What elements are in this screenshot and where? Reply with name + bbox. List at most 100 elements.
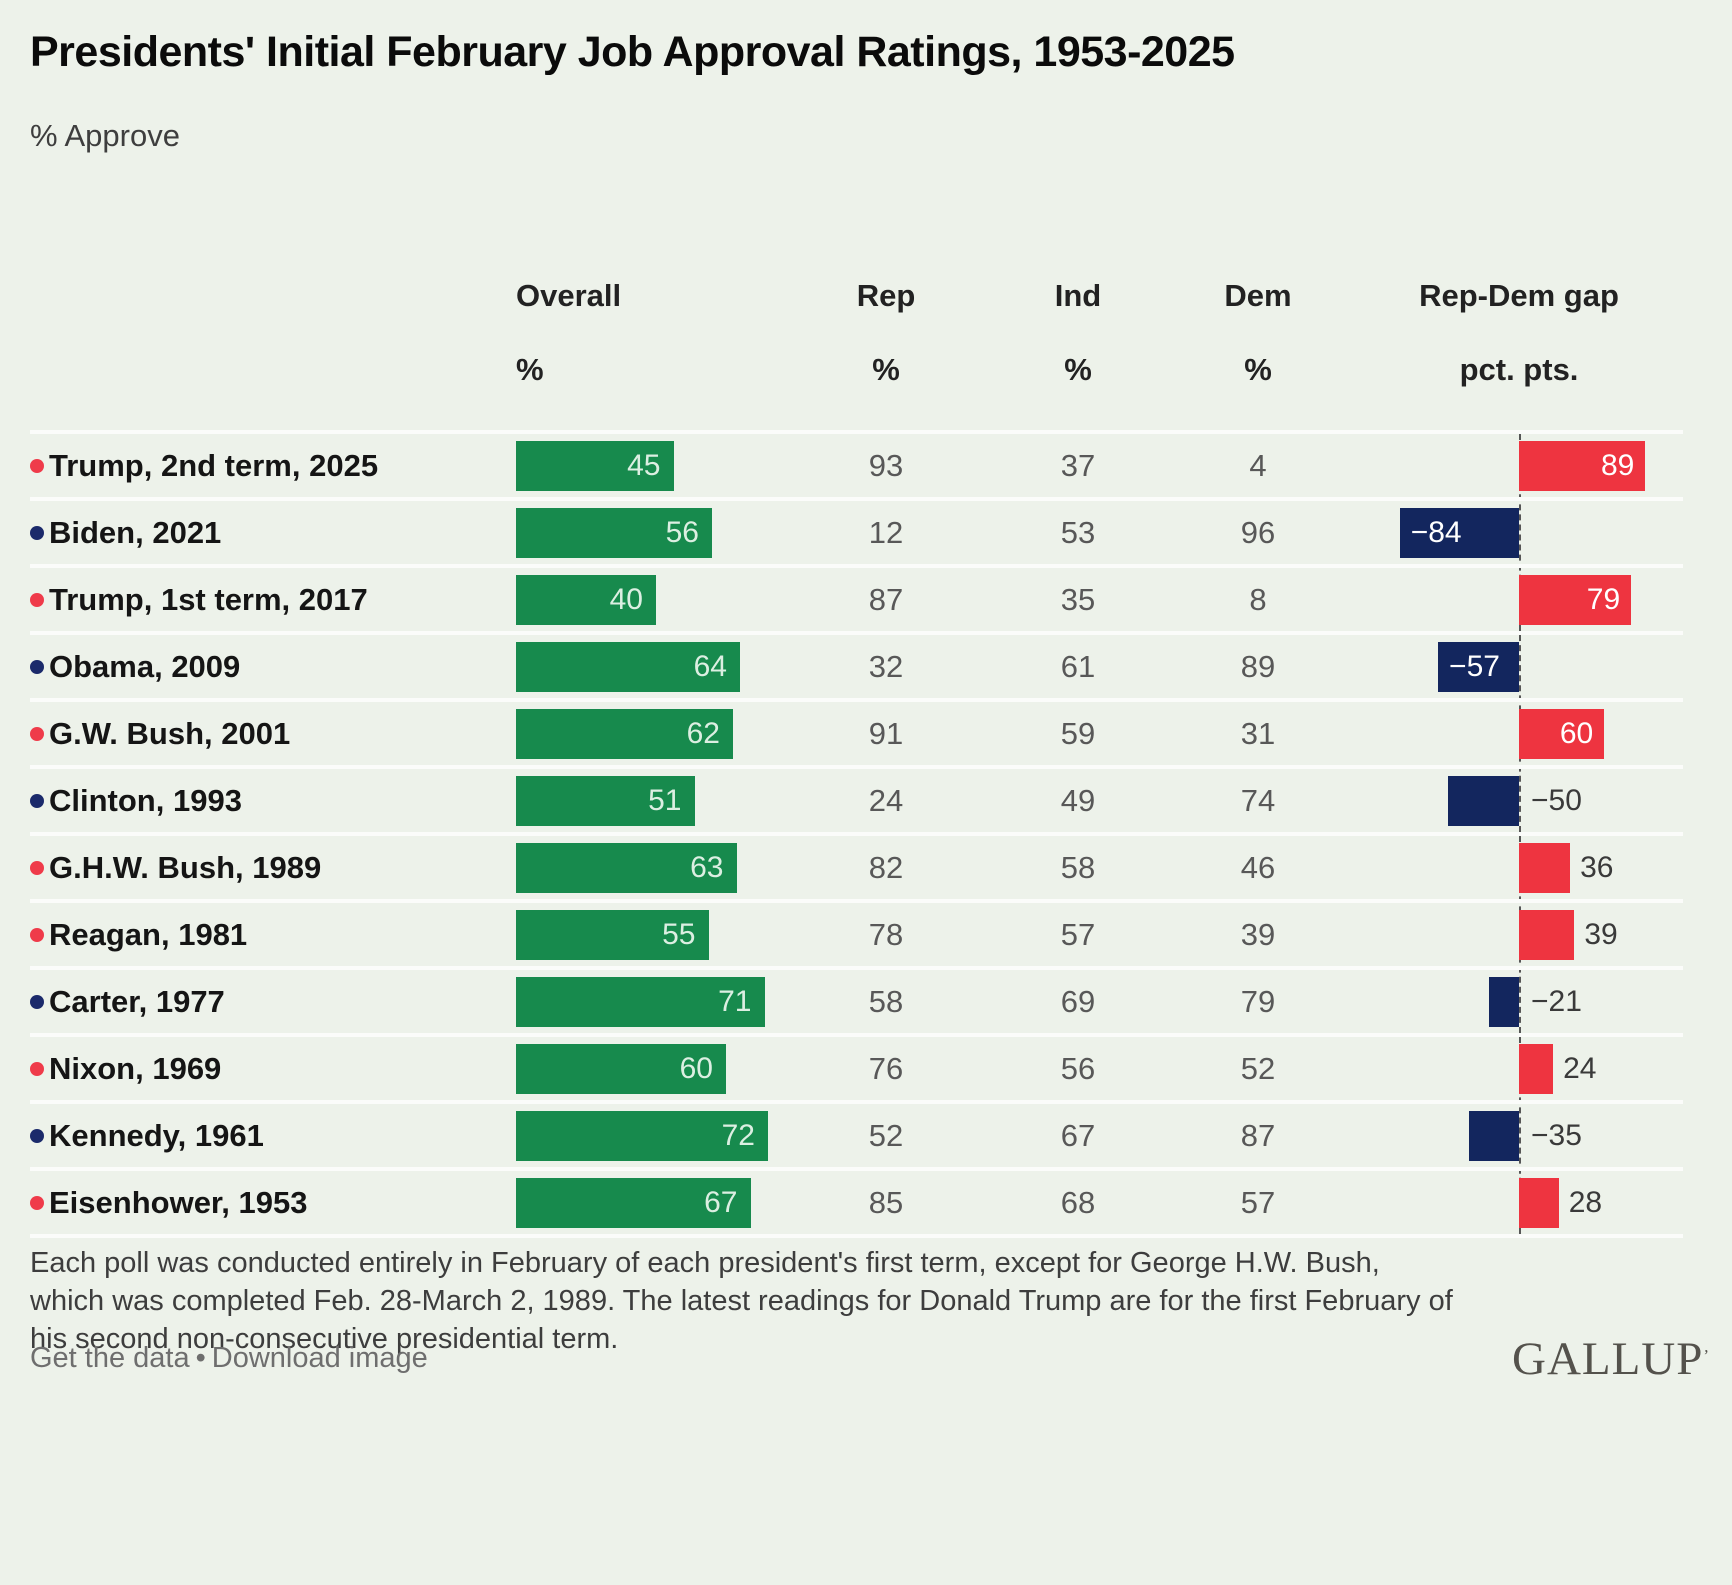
gap-value-outside: −50 xyxy=(1531,784,1582,817)
ind-value: 68 xyxy=(1060,1185,1096,1220)
ind-value: 69 xyxy=(1060,984,1096,1019)
president-label: Carter, 1977 xyxy=(30,970,225,1033)
get-the-data-link[interactable]: Get the data xyxy=(30,1342,190,1374)
gap-bar: −84 xyxy=(1399,508,1519,558)
rep-value: 24 xyxy=(868,783,904,818)
overall-value: 51 xyxy=(648,784,682,817)
footer-links: Get the data • Download image xyxy=(30,1342,428,1375)
row-separator xyxy=(30,430,1683,434)
president-name: Biden, 2021 xyxy=(49,514,222,550)
overall-bar: 63 xyxy=(516,843,737,893)
president-name: G.W. Bush, 2001 xyxy=(49,715,291,751)
row-separator xyxy=(30,899,1683,903)
dem-value: 74 xyxy=(1240,783,1276,818)
link-separator-dot: • xyxy=(195,1342,206,1374)
column-header-overall: Overall xyxy=(516,278,622,313)
table-row: Trump, 1st term, 2017 40 87 35 8 79 xyxy=(0,564,1732,631)
row-separator xyxy=(30,698,1683,702)
rep-value: 93 xyxy=(868,448,904,483)
column-header-dem: Dem xyxy=(1224,278,1292,313)
rep-value: 32 xyxy=(868,649,904,684)
overall-bar: 64 xyxy=(516,642,740,692)
chart-subtitle: % Approve xyxy=(30,118,180,153)
ind-value: 59 xyxy=(1060,716,1096,751)
party-bullet-icon xyxy=(30,1128,44,1143)
overall-bar: 55 xyxy=(516,910,709,960)
overall-bar: 51 xyxy=(516,776,695,826)
table-row: Obama, 2009 64 32 61 89 −57 xyxy=(0,631,1732,698)
overall-bar: 60 xyxy=(516,1044,726,1094)
row-separator xyxy=(30,1234,1683,1238)
dem-value: 31 xyxy=(1240,716,1276,751)
column-header-gap: Rep-Dem gap xyxy=(1419,278,1619,313)
gap-bar xyxy=(1469,1111,1519,1161)
gap-bar: 60 xyxy=(1519,709,1605,759)
gap-value-inside: 60 xyxy=(1559,717,1594,750)
gap-value-outside: −35 xyxy=(1531,1119,1582,1152)
table-row: Kennedy, 1961 72 52 67 87 −35 xyxy=(0,1100,1732,1167)
president-label: Reagan, 1981 xyxy=(30,903,247,966)
rep-value: 76 xyxy=(868,1051,904,1086)
gallup-logo: GALLUP’ xyxy=(1512,1332,1710,1386)
dem-value: 79 xyxy=(1240,984,1276,1019)
president-label: G.W. Bush, 2001 xyxy=(30,702,290,765)
party-bullet-icon xyxy=(30,793,44,808)
gap-bar xyxy=(1519,1044,1554,1094)
gap-value-inside: 89 xyxy=(1601,449,1635,482)
overall-value: 72 xyxy=(721,1119,755,1152)
president-label: Eisenhower, 1953 xyxy=(30,1171,307,1234)
party-bullet-icon xyxy=(30,994,44,1009)
president-label: Trump, 1st term, 2017 xyxy=(30,568,368,631)
party-bullet-icon xyxy=(30,1061,44,1076)
president-label: Biden, 2021 xyxy=(30,501,221,564)
president-label: G.H.W. Bush, 1989 xyxy=(30,836,321,899)
president-name: Obama, 2009 xyxy=(49,648,241,684)
row-separator xyxy=(30,497,1683,501)
gap-value-inside: −57 xyxy=(1449,650,1500,683)
ind-value: 67 xyxy=(1060,1118,1096,1153)
column-unit-rep: % xyxy=(872,352,900,387)
rep-value: 85 xyxy=(868,1185,904,1220)
dem-value: 8 xyxy=(1249,582,1267,617)
party-bullet-icon xyxy=(30,659,44,674)
download-image-link[interactable]: Download image xyxy=(211,1342,428,1374)
dem-value: 89 xyxy=(1240,649,1276,684)
table-row: Eisenhower, 1953 67 85 68 57 28 xyxy=(0,1167,1732,1234)
party-bullet-icon xyxy=(30,525,44,540)
page-title: Presidents' Initial February Job Approva… xyxy=(30,28,1235,76)
overall-bar: 71 xyxy=(516,977,765,1027)
president-name: Nixon, 1969 xyxy=(49,1050,222,1086)
overall-value: 62 xyxy=(686,717,720,750)
party-bullet-icon xyxy=(30,592,44,607)
president-name: Carter, 1977 xyxy=(49,983,225,1019)
column-unit-overall: % xyxy=(516,352,544,387)
gap-bar xyxy=(1519,910,1575,960)
column-unit-ind: % xyxy=(1064,352,1092,387)
rep-value: 52 xyxy=(868,1118,904,1153)
rep-value: 78 xyxy=(868,917,904,952)
gap-bar xyxy=(1519,843,1571,893)
president-label: Trump, 2nd term, 2025 xyxy=(30,434,378,497)
ind-value: 53 xyxy=(1060,515,1096,550)
table-row: Clinton, 1993 51 24 49 74 −50 xyxy=(0,765,1732,832)
gap-value-inside: −84 xyxy=(1410,516,1462,549)
rep-value: 87 xyxy=(868,582,904,617)
row-separator xyxy=(30,765,1683,769)
row-separator xyxy=(30,1033,1683,1037)
gap-value-inside: 79 xyxy=(1586,583,1621,616)
overall-value: 64 xyxy=(693,650,727,683)
overall-value: 60 xyxy=(679,1052,713,1085)
column-unit-dem: % xyxy=(1244,352,1272,387)
overall-value: 67 xyxy=(704,1186,738,1219)
ind-value: 61 xyxy=(1060,649,1096,684)
dem-value: 96 xyxy=(1240,515,1276,550)
row-separator xyxy=(30,966,1683,970)
gap-value-outside: 24 xyxy=(1563,1052,1597,1085)
table-row: Trump, 2nd term, 2025 45 93 37 4 89 xyxy=(0,430,1732,497)
overall-value: 71 xyxy=(718,985,752,1018)
table-row: G.H.W. Bush, 1989 63 82 58 46 36 xyxy=(0,832,1732,899)
ind-value: 35 xyxy=(1060,582,1096,617)
president-label: Clinton, 1993 xyxy=(30,769,242,832)
president-label: Obama, 2009 xyxy=(30,635,240,698)
